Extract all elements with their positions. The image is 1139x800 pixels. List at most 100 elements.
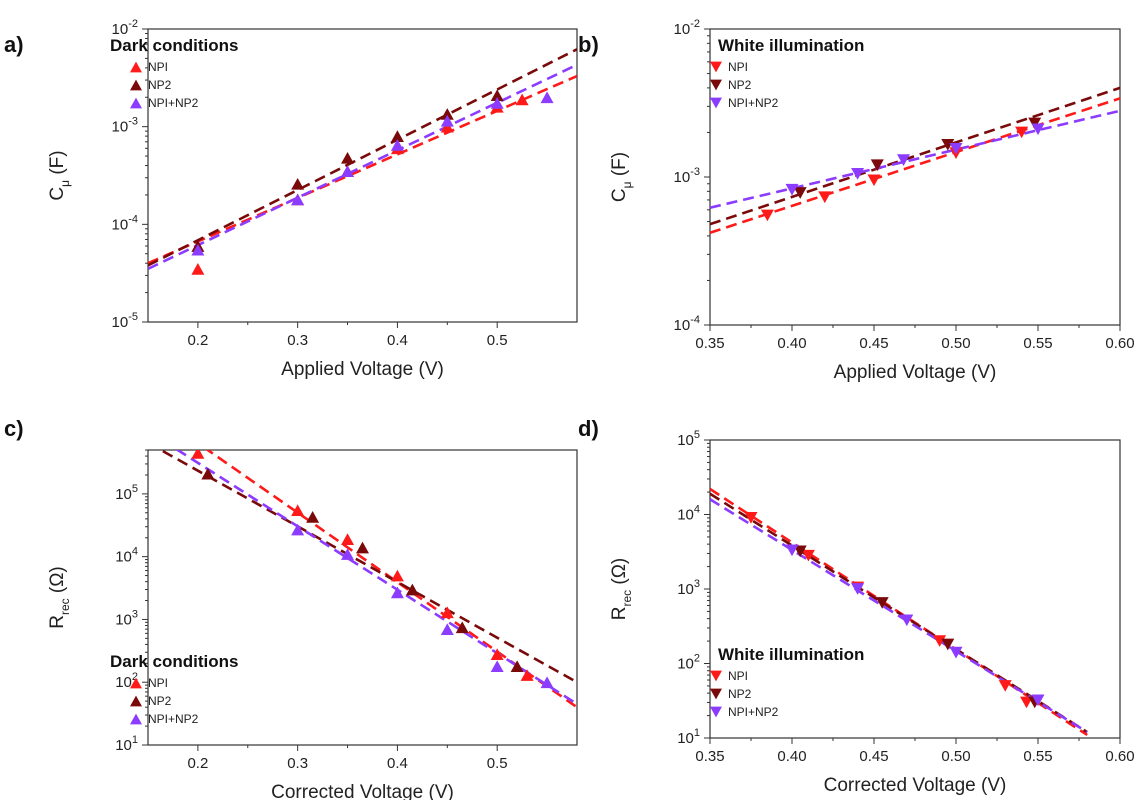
- y-axis-title-c: Rrec (Ω): [47, 566, 72, 629]
- panel-label-c: c): [4, 416, 24, 441]
- point-np2: [490, 89, 504, 102]
- point-npi: [291, 504, 305, 517]
- legend-label: NPI+NP2: [148, 712, 199, 726]
- panel-label-d: d): [578, 416, 599, 441]
- legend-marker: [130, 677, 142, 689]
- y-tick-label: 10-4: [112, 213, 138, 233]
- legend-marker: [710, 97, 722, 109]
- fit-line-np2: [148, 48, 577, 267]
- y-tick-label: 103: [677, 578, 700, 598]
- point-npi: [867, 174, 881, 187]
- legend-label: NP2: [728, 687, 752, 701]
- y-tick-label: 10-3: [112, 116, 138, 136]
- plot-frame-c: [147, 449, 578, 746]
- point-npi-np2: [897, 154, 911, 166]
- legend-marker: [710, 688, 722, 700]
- legend-marker: [130, 79, 142, 91]
- y-tick-label: 101: [677, 727, 700, 747]
- point-npi: [520, 669, 534, 681]
- point-npi-np2: [949, 142, 963, 155]
- x-tick-label: 0.60: [1105, 335, 1134, 352]
- legend-label: NPI: [728, 669, 748, 683]
- point-np2: [875, 597, 889, 609]
- point-npi-np2: [785, 183, 799, 196]
- point-np2: [941, 138, 955, 151]
- legend-marker: [710, 61, 722, 73]
- point-npi-np2: [341, 548, 355, 560]
- legend-label: NPI: [148, 676, 168, 690]
- panel-a: a) 0.2 0.3 0.4 0.5 10-5 10-4 10-3 10-2 Applied Vo…: [4, 18, 578, 380]
- panel-label-b: b): [578, 32, 599, 57]
- panel-b: b) 0.35 0.40 0.45 0.50 0.55 0.60 10-4 10-3 10-2 Ap…: [578, 18, 1135, 383]
- legend-marker: [130, 713, 142, 725]
- y-tick-label: 101: [115, 734, 138, 754]
- fit-line-npi-np2: [710, 498, 1088, 734]
- point-npi: [998, 680, 1012, 692]
- point-np2: [793, 545, 807, 558]
- x-tick-label: 0.40: [777, 748, 806, 765]
- point-npi-np2: [440, 623, 454, 636]
- point-npi-np2: [291, 523, 305, 536]
- point-np2: [941, 638, 955, 651]
- x-tick-label: 0.45: [859, 748, 888, 765]
- y-tick-label: 102: [677, 653, 700, 673]
- point-npi: [1020, 696, 1034, 709]
- legend-label: NP2: [728, 78, 752, 92]
- x-tick-label: 0.50: [941, 748, 970, 765]
- point-npi-np2: [851, 583, 865, 595]
- point-npi-np2: [785, 544, 799, 557]
- point-np2: [201, 467, 215, 480]
- panel-d: d) 0.35 0.40 0.45 0.50 0.55 0.60 101 102 103 104 10…: [578, 416, 1135, 796]
- point-np2: [793, 187, 807, 199]
- y-tick-label: 10-5: [112, 311, 138, 331]
- x-tick-label: 0.50: [941, 335, 970, 352]
- point-npi-np2: [440, 114, 454, 127]
- data-area-c: [158, 450, 577, 709]
- point-np2: [870, 159, 884, 172]
- point-npi-np2: [390, 139, 404, 151]
- point-npi: [744, 512, 758, 524]
- point-npi-np2: [291, 193, 305, 206]
- y-axis-title-a: Cμ (F): [47, 150, 72, 200]
- x-tick-label: 0.35: [695, 335, 724, 352]
- x-tick-label: 0.3: [287, 332, 308, 349]
- point-npi-np2: [949, 646, 963, 659]
- y-tick-label: 105: [677, 429, 700, 449]
- y-tick-label: 10-3: [674, 166, 700, 186]
- legend-label: NP2: [148, 694, 172, 708]
- y-tick-label: 102: [115, 671, 138, 691]
- point-np2: [440, 108, 454, 120]
- legend-label: NPI: [148, 60, 168, 74]
- x-axis-title-b: Applied Voltage (V): [834, 362, 997, 383]
- plot-frame-d: [709, 439, 1121, 739]
- point-npi-np2: [191, 243, 205, 256]
- point-npi: [515, 93, 529, 106]
- fit-line-npi: [205, 450, 577, 709]
- fit-line-np2: [710, 492, 1088, 734]
- point-npi-np2: [851, 168, 865, 180]
- point-npi: [801, 549, 815, 562]
- y-tick-label: 103: [115, 608, 138, 628]
- point-np2: [390, 130, 404, 142]
- x-axis-title-a: Applied Voltage (V): [281, 359, 444, 380]
- legend-label: NPI+NP2: [728, 96, 779, 110]
- data-area-b: [710, 86, 1120, 234]
- x-tick-label: 0.5: [487, 332, 508, 349]
- legend-label: NP2: [148, 78, 172, 92]
- point-npi: [440, 606, 454, 619]
- point-npi: [191, 450, 205, 459]
- condition-title-c: Dark conditions: [110, 652, 238, 671]
- point-npi-np2: [900, 614, 914, 627]
- point-npi-np2: [540, 91, 554, 104]
- x-tick-label: 0.60: [1105, 748, 1134, 765]
- x-axis-title-d: Corrected Voltage (V): [824, 775, 1007, 796]
- panel-c: c) 0.2 0.3 0.4 0.5 101 102 103 104 105 Corrected V…: [4, 416, 578, 800]
- y-axis-title-b: Cμ (F): [609, 152, 634, 202]
- data-area-a: [148, 48, 577, 275]
- point-np2: [510, 660, 524, 673]
- point-npi: [818, 191, 832, 204]
- y-axis-title-d: Rrec (Ω): [609, 558, 634, 621]
- x-tick-label: 0.2: [187, 332, 208, 349]
- fit-line-npi: [148, 74, 577, 265]
- fit-line-npi-np2: [148, 63, 577, 271]
